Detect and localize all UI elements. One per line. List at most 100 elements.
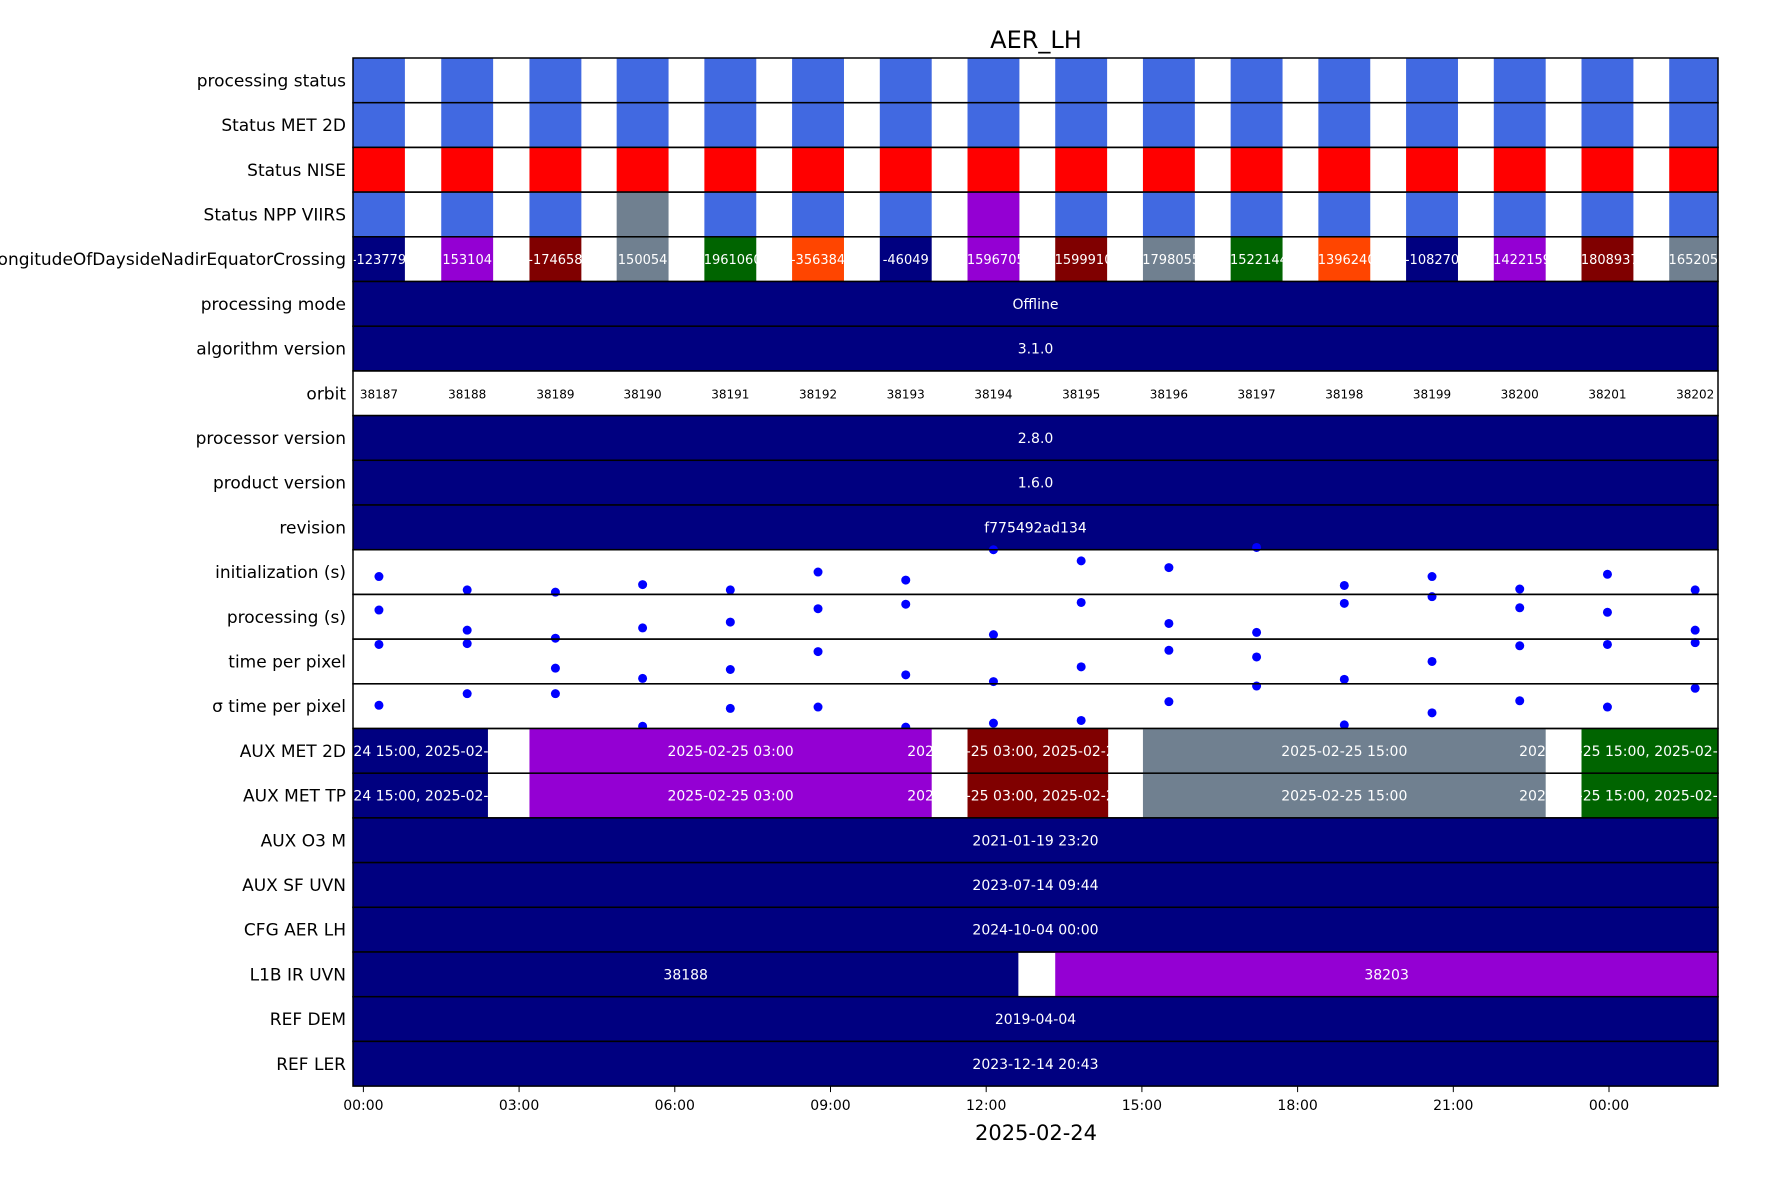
x-tick-label: 00:00	[343, 1098, 383, 1114]
row-longitudeofdaysidenadirequatorcrossing: -123779 153104 -174658 150054 -1961060 -35638…	[353, 236, 1727, 282]
scatter-point	[462, 689, 472, 699]
scatter-point	[1602, 702, 1612, 712]
plot-area: processing status Status MET 2D Status NIS…	[0, 57, 1771, 1087]
orbit-block	[441, 192, 494, 237]
span-segment-label: 2025-02-25 03:00	[667, 744, 793, 760]
orbit-block	[792, 192, 844, 237]
scatter-point	[1164, 697, 1174, 707]
orbit-block	[1230, 58, 1283, 103]
span-segment-label: 2025-02-25 15:00, 2025-02-26 03:00	[1519, 789, 1771, 805]
row-cfg-aer-lh: 2024-10-04 00:00	[353, 907, 1718, 952]
row-label-longitudeofdaysidenadirequatorcrossing: LongitudeOfDaysideNadirEquatorCrossing	[0, 250, 346, 270]
orbit-block	[1581, 236, 1634, 282]
orbit-block	[1142, 147, 1195, 193]
row-aux-met-tp: 2025-02-24 15:00, 2025-02-25 03:00 2025-0…	[353, 773, 1771, 818]
orbit-block	[1669, 192, 1718, 237]
span-segment	[1581, 773, 1718, 818]
orbit-block	[1406, 147, 1458, 193]
row-label-l1b-ir-uvn: L1B IR UVN	[250, 965, 346, 985]
orbit-block	[1669, 102, 1718, 148]
orbit-number: 38200	[1501, 387, 1539, 401]
orbit-block	[967, 102, 1020, 148]
orbit-block	[792, 236, 844, 282]
orbit-block	[1055, 102, 1108, 148]
scatter-point	[374, 700, 384, 710]
orbit-block	[1581, 147, 1634, 193]
orbit-block	[1581, 192, 1634, 237]
scatter-point	[1515, 603, 1525, 613]
orbit-block	[1318, 192, 1371, 237]
span-segment	[1142, 773, 1546, 818]
orbit-number: 38195	[1062, 387, 1100, 401]
x-tick-label: 18:00	[1277, 1098, 1317, 1114]
orbit-block-label: -1596705	[962, 253, 1025, 268]
row-processing-mode: Offline	[353, 281, 1718, 327]
span-segment	[353, 505, 1718, 550]
x-axis: 00:00 03:00 06:00 09:00 12:00 15:00 18:00 21:00…	[343, 1086, 1629, 1114]
orbit-number: 38194	[974, 387, 1012, 401]
scatter-point	[1339, 580, 1349, 590]
span-segment-label: 2023-12-14 20:43	[972, 1057, 1098, 1073]
scatter-point	[638, 673, 648, 683]
row-label-processing-mode: processing mode	[201, 295, 346, 315]
orbit-block	[1142, 58, 1195, 103]
scatter-point	[725, 664, 735, 674]
row-label-algorithm-version: algorithm version	[196, 340, 346, 360]
orbit-block	[1142, 236, 1195, 282]
scatter-point	[1602, 607, 1612, 617]
x-tick-label: 03:00	[499, 1098, 539, 1114]
orbit-block	[1493, 58, 1546, 103]
scatter-point	[1427, 656, 1437, 666]
x-tick-label: 06:00	[655, 1098, 695, 1114]
orbit-block-label: -1652052	[1664, 253, 1727, 268]
orbit-block	[616, 147, 669, 193]
span-segment-label: 38203	[1364, 967, 1409, 983]
row-label-status-npp-viirs: Status NPP VIIRS	[204, 205, 346, 225]
orbit-block	[529, 236, 582, 282]
scatter-point	[1164, 618, 1174, 628]
orbit-number: 38201	[1588, 387, 1626, 401]
row-label-status-met-2d: Status MET 2D	[221, 116, 346, 136]
orbit-block	[616, 102, 669, 148]
span-segment-label: 1.6.0	[1018, 476, 1054, 492]
span-segment-label: 2024-10-04 00:00	[972, 923, 1098, 939]
row-ref-dem: 2019-04-04	[353, 996, 1718, 1042]
scatter-point	[813, 567, 823, 577]
row-label-aux-sf-uvn: AUX SF UVN	[242, 876, 346, 896]
scatter-point	[1427, 708, 1437, 718]
orbit-block	[879, 192, 932, 237]
span-segment	[353, 460, 1718, 505]
orbit-block	[704, 192, 757, 237]
row-l1b-ir-uvn: 38188 38203	[353, 952, 1718, 997]
scatter-point	[1515, 584, 1525, 594]
orbit-block-label: -108270	[1405, 253, 1459, 268]
span-segment-label: 2025-02-25 15:00, 2025-02-26 03:00	[1519, 744, 1771, 760]
row-label-cfg-aer-lh: CFG AER LH	[244, 921, 346, 941]
span-segment	[353, 862, 1718, 908]
row-frame	[352, 593, 1719, 640]
span-segment-label: 2025-02-25 03:00	[667, 789, 793, 805]
orbit-block	[879, 236, 932, 282]
row-aux-sf-uvn: 2023-07-14 09:44	[353, 862, 1718, 908]
orbit-block-label: -1396240	[1313, 253, 1376, 268]
span-segment-label: 2025-02-24 15:00, 2025-02-25 03:00	[290, 744, 551, 760]
row-algorithm-version: 3.1.0	[353, 326, 1718, 371]
orbit-block-label: -1599910	[1050, 253, 1113, 268]
scatter-point	[1339, 674, 1349, 684]
scatter-point	[1602, 639, 1612, 649]
orbit-block-label: -46049	[883, 253, 929, 268]
scatter-point	[901, 599, 911, 609]
orbit-block	[353, 58, 405, 103]
orbit-block	[441, 58, 494, 103]
scatter-point	[1164, 563, 1174, 573]
span-segment-label: 3.1.0	[1018, 342, 1054, 358]
orbit-number: 38193	[887, 387, 925, 401]
orbit-block	[353, 192, 405, 237]
scatter-point	[813, 647, 823, 657]
span-segment-label: Offline	[1013, 297, 1059, 313]
row-label-product-version: product version	[213, 474, 346, 494]
scatter-point	[725, 703, 735, 713]
orbit-block	[879, 147, 932, 193]
row-label-aux-met-2d: AUX MET 2D	[240, 742, 346, 762]
